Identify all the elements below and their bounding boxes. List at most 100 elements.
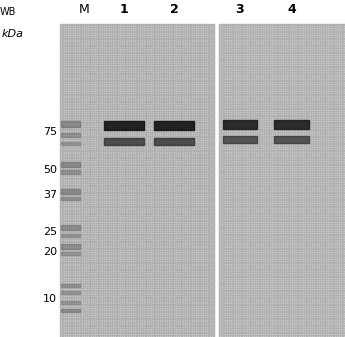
- Point: [318, 284, 324, 289]
- Point: [191, 284, 197, 289]
- Point: [318, 39, 324, 45]
- Point: [289, 219, 295, 224]
- Point: [321, 147, 326, 152]
- Point: [106, 294, 111, 299]
- Point: [128, 286, 134, 292]
- Point: [86, 294, 91, 299]
- Point: [117, 25, 122, 31]
- Point: [196, 189, 201, 194]
- Point: [209, 312, 215, 317]
- Point: [258, 163, 263, 168]
- Point: [153, 74, 158, 80]
- Point: [253, 210, 259, 215]
- Point: [226, 86, 232, 91]
- Point: [316, 86, 322, 91]
- Point: [298, 240, 304, 245]
- Point: [267, 238, 272, 243]
- Point: [130, 205, 136, 210]
- Point: [144, 324, 149, 329]
- Point: [162, 268, 167, 273]
- Point: [305, 251, 310, 257]
- Point: [220, 47, 225, 52]
- Point: [262, 35, 268, 40]
- Point: [108, 154, 114, 159]
- Point: [292, 161, 297, 166]
- Point: [68, 217, 73, 222]
- Point: [298, 147, 304, 152]
- Point: [184, 100, 190, 105]
- Point: [309, 95, 315, 101]
- Point: [95, 91, 100, 96]
- Point: [128, 72, 134, 78]
- Point: [153, 273, 158, 278]
- Point: [72, 179, 78, 185]
- Point: [309, 128, 315, 133]
- Point: [262, 200, 268, 206]
- Point: [130, 67, 136, 73]
- Point: [66, 219, 71, 224]
- Point: [247, 70, 252, 75]
- Point: [325, 172, 331, 178]
- Point: [180, 93, 185, 98]
- Point: [196, 247, 201, 252]
- Point: [148, 210, 154, 215]
- Point: [128, 329, 134, 334]
- Point: [75, 165, 80, 171]
- Point: [189, 123, 194, 129]
- Point: [148, 49, 154, 54]
- Point: [274, 128, 279, 133]
- Point: [238, 144, 243, 150]
- Point: [153, 268, 158, 273]
- Point: [296, 186, 302, 192]
- Point: [178, 205, 183, 210]
- Point: [244, 279, 250, 285]
- Point: [305, 186, 310, 192]
- Point: [72, 326, 78, 332]
- Point: [209, 63, 215, 68]
- Point: [235, 261, 241, 266]
- Point: [162, 212, 167, 217]
- Point: [242, 44, 248, 50]
- Point: [318, 58, 324, 63]
- Point: [318, 228, 324, 234]
- Point: [196, 321, 201, 327]
- Point: [220, 175, 225, 180]
- Point: [108, 212, 114, 217]
- Point: [287, 128, 293, 133]
- Point: [182, 49, 188, 54]
- Point: [117, 175, 122, 180]
- Point: [180, 128, 185, 133]
- Point: [99, 273, 105, 278]
- Point: [233, 294, 239, 299]
- Point: [187, 214, 192, 220]
- Point: [182, 28, 188, 33]
- Point: [61, 135, 67, 140]
- Point: [142, 156, 147, 161]
- Point: [184, 147, 190, 152]
- Point: [171, 258, 176, 264]
- Point: [173, 67, 179, 73]
- Point: [173, 254, 179, 259]
- Point: [59, 133, 64, 138]
- Point: [260, 35, 266, 40]
- Point: [196, 210, 201, 215]
- Point: [258, 105, 263, 110]
- Point: [128, 289, 134, 294]
- Point: [303, 270, 308, 276]
- Point: [153, 324, 158, 329]
- Point: [153, 245, 158, 250]
- Point: [321, 39, 326, 45]
- Point: [244, 282, 250, 287]
- Point: [92, 163, 98, 168]
- Point: [198, 214, 203, 220]
- Point: [128, 284, 134, 289]
- Point: [173, 298, 179, 304]
- Point: [334, 291, 339, 297]
- Point: [249, 112, 254, 117]
- Point: [298, 329, 304, 334]
- Point: [233, 95, 239, 101]
- Point: [79, 277, 85, 282]
- Point: [110, 116, 116, 122]
- Point: [81, 331, 87, 336]
- Point: [189, 133, 194, 138]
